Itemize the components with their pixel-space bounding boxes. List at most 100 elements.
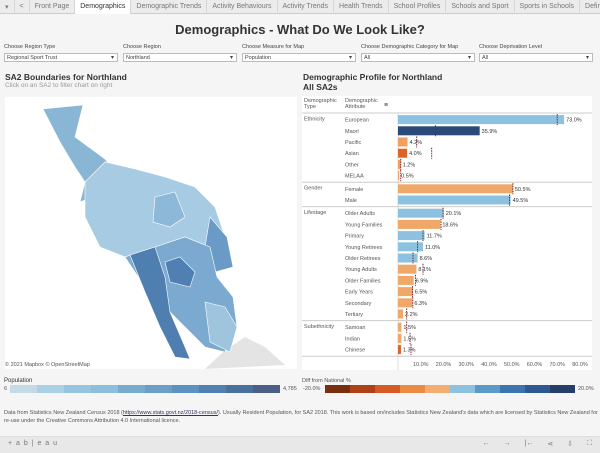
bar-value-label: 35.9%	[482, 129, 498, 135]
bar[interactable]	[398, 126, 480, 136]
bar[interactable]	[398, 184, 513, 194]
bar[interactable]	[398, 115, 565, 125]
filter-group: Choose Region Type Regional Sport Trust	[4, 44, 118, 62]
bar[interactable]	[398, 137, 408, 147]
tab-activity-behaviours[interactable]: Activity Behaviours	[207, 0, 278, 14]
bar[interactable]	[398, 242, 424, 252]
legend-swatch	[10, 385, 37, 393]
bar-value-label: 1.5%	[403, 325, 416, 331]
sort-icon[interactable]: ≡	[384, 102, 389, 109]
row-label: Male	[345, 198, 357, 204]
bar[interactable]	[398, 253, 418, 263]
bar[interactable]	[398, 264, 417, 274]
row-label: Young Retirees	[345, 245, 383, 251]
bar-value-label: 20.1%	[446, 211, 462, 217]
tableau-toolbar: + a b | e a u ← → |← ⋖ ⇩ ⛶	[0, 436, 600, 453]
legend-swatch	[91, 385, 118, 393]
tab-demographics[interactable]: Demographics	[75, 0, 132, 14]
bar[interactable]	[398, 148, 408, 158]
legend-swatch	[425, 385, 450, 393]
census-link[interactable]: https://www.stats.govt.nz/2018-census/	[122, 410, 218, 416]
legend-swatch	[64, 385, 91, 393]
bar[interactable]	[398, 309, 404, 319]
bar[interactable]	[398, 287, 413, 297]
filter-dropdown[interactable]: Northland	[123, 53, 237, 62]
bar-value-label: 6.5%	[415, 290, 428, 296]
bar[interactable]	[398, 275, 414, 285]
fullscreen-icon[interactable]: ⛶	[587, 440, 592, 447]
footer-text: Data from Statistics New Zealand Census …	[4, 410, 123, 416]
filter-dropdown[interactable]: Regional Sport Trust	[4, 53, 118, 62]
filter-dropdown[interactable]: All	[479, 53, 593, 62]
legend-swatch	[400, 385, 425, 393]
tab--[interactable]: ▾	[0, 0, 15, 14]
footer-text-2: ). Usually Resident Population, for SA2 …	[4, 410, 598, 424]
filter-dropdown[interactable]: All	[361, 53, 475, 62]
legend-swatch	[375, 385, 400, 393]
bar[interactable]	[398, 171, 400, 181]
bar-value-label: 4.2%	[410, 140, 423, 146]
row-label: Secondary	[345, 301, 372, 307]
redo-icon[interactable]: →	[503, 440, 511, 447]
legend-swatch	[550, 385, 575, 393]
row-label: Indian	[345, 336, 360, 342]
group-label: Gender	[304, 186, 323, 192]
profile-title: Demographic Profile for Northland	[303, 72, 443, 82]
tab-defir[interactable]: Defir	[580, 0, 600, 14]
filter-label: Choose Measure for Map	[242, 44, 305, 50]
row-label: Young Adults	[345, 267, 377, 273]
revert-icon[interactable]: |←	[524, 440, 534, 447]
bar[interactable]	[398, 345, 401, 355]
filter-dropdown[interactable]: Population	[242, 53, 356, 62]
bar-value-label: 0.5%	[401, 174, 414, 180]
tab-schools-and-sport[interactable]: Schools and Sport	[446, 0, 515, 14]
bar-value-label: 8.1%	[418, 267, 431, 273]
bar-value-label: 1.2%	[403, 162, 416, 168]
download-icon[interactable]: ⇩	[567, 441, 574, 448]
bar-value-label: 18.6%	[442, 222, 458, 228]
filter-label: Choose Region	[123, 44, 161, 50]
bar[interactable]	[398, 231, 425, 241]
population-legend-max: 4,785	[283, 386, 297, 392]
tab-activity-trends[interactable]: Activity Trends	[278, 0, 335, 14]
tableau-logo[interactable]: + a b | e a u	[8, 440, 59, 447]
bar[interactable]	[398, 159, 401, 169]
row-label: Other	[345, 162, 359, 168]
row-label: Asian	[345, 151, 359, 157]
legend-swatch	[226, 385, 253, 393]
diff-legend-min: -20.0%	[303, 386, 321, 392]
row-label: Chinese	[345, 348, 365, 354]
legend-swatch	[450, 385, 475, 393]
sa2-map[interactable]: © 2021 Mapbox © OpenStreetMap	[5, 97, 297, 369]
bar[interactable]	[398, 195, 511, 205]
bar[interactable]	[398, 208, 444, 218]
bar[interactable]	[398, 298, 413, 308]
share-icon[interactable]: ⋖	[547, 441, 554, 448]
row-label: Female	[345, 187, 363, 193]
undo-icon[interactable]: ←	[482, 440, 490, 447]
legend-swatch	[475, 385, 500, 393]
row-label: Older Families	[345, 278, 381, 284]
population-legend-min: 6	[4, 386, 8, 392]
tab--[interactable]: <	[15, 0, 30, 14]
bar[interactable]	[398, 333, 402, 343]
bar[interactable]	[398, 322, 402, 332]
tab-school-profiles[interactable]: School Profiles	[389, 0, 447, 14]
diff-legend-max: 20.0%	[578, 386, 594, 392]
row-label: European	[345, 118, 369, 124]
group-label: Lifestage	[304, 210, 326, 216]
filter-group: Choose Demographic Category for Map All	[361, 44, 475, 62]
legend-swatch	[37, 385, 64, 393]
bar[interactable]	[398, 219, 441, 229]
tab-health-trends[interactable]: Health Trends	[334, 0, 389, 14]
population-color-ramp	[10, 385, 280, 393]
map-subtitle: Click on an SA2 to filter chart on right	[5, 82, 113, 89]
tab-front-page[interactable]: Front Page	[30, 0, 76, 14]
tab-demographic-trends[interactable]: Demographic Trends	[131, 0, 208, 14]
row-label: Pacific	[345, 140, 361, 146]
data-source-note: Data from Statistics New Zealand Census …	[4, 409, 598, 425]
legend-swatch	[350, 385, 375, 393]
filter-group: Choose Deprivation Level All	[479, 44, 593, 62]
tab-sports-in-schools[interactable]: Sports in Schools	[515, 0, 581, 14]
x-tick-label: 10.0%	[413, 362, 429, 368]
